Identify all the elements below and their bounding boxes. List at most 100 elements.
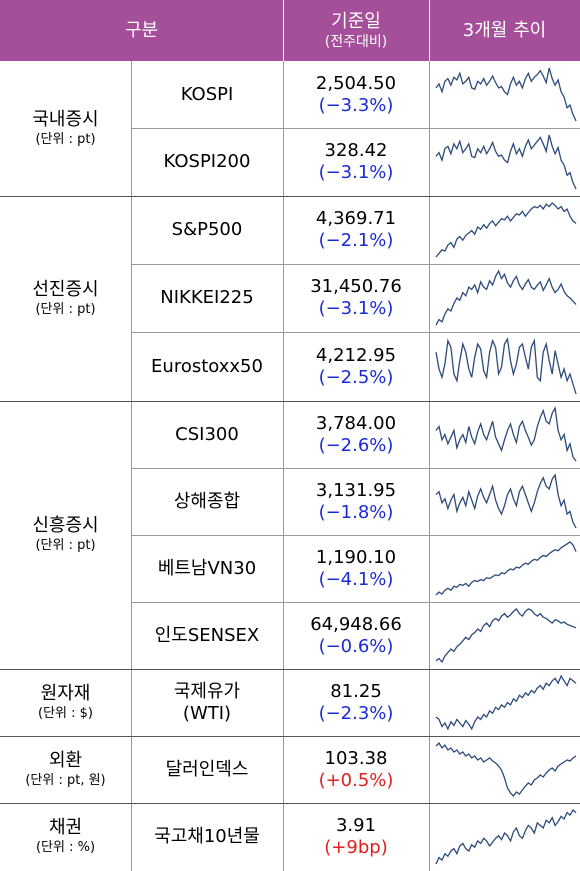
grid-line — [131, 264, 580, 265]
group-unit: (단위 : pt) — [35, 538, 96, 553]
index-change: (−1.8%) — [318, 501, 394, 523]
header-group-label: 구분 — [124, 19, 159, 41]
index-value: 2,504.50 — [315, 72, 397, 94]
grid-line — [131, 332, 580, 333]
index-value: 1,190.10 — [315, 546, 397, 568]
sparkline-path — [435, 337, 577, 395]
index-change: (−3.1%) — [318, 162, 394, 183]
group-title: 국내증시 — [32, 108, 99, 130]
group-developed: 선진증시 (단위 : pt) — [0, 196, 131, 401]
index-value: 81.25 — [330, 680, 382, 702]
sparkline-path — [435, 202, 577, 258]
sparkline-path — [435, 808, 577, 865]
trend-sparkline — [435, 741, 577, 797]
trend-sparkline — [435, 808, 577, 865]
index-name: 인도SENSEX — [154, 624, 260, 646]
group-title: 원자재 — [40, 682, 91, 704]
index-value: 103.38 — [324, 747, 388, 769]
group-divider — [0, 669, 580, 670]
index-name-line: 국제유가 — [173, 680, 241, 702]
index-change: (−3.1%) — [318, 298, 394, 319]
trend-sparkline — [435, 674, 577, 731]
group-divider — [0, 803, 580, 804]
header-value-label: 기준일 — [331, 10, 381, 32]
index-value-cell: 1,190.10 (−4.1%) — [283, 535, 429, 602]
index-value-cell: 31,450.76 (−3.1%) — [283, 264, 429, 332]
group-unit: (단위 : $) — [38, 705, 93, 721]
index-change: (−3.3%) — [318, 94, 394, 116]
index-value: 31,450.76 — [310, 276, 402, 297]
group-divider — [0, 736, 580, 737]
trend-sparkline — [435, 202, 577, 258]
index-name: 국고채10년물 — [154, 826, 260, 847]
trend-sparkline — [435, 608, 577, 664]
group-divider — [0, 196, 580, 197]
group-unit: (단위 : pt) — [35, 301, 96, 317]
trend-sparkline — [435, 269, 577, 326]
index-change: (−2.6%) — [318, 434, 394, 456]
header-value: 기준일 (전주대비) — [283, 0, 429, 61]
index-value-cell: 3.91 (+9bp) — [283, 803, 429, 871]
index-change: (−2.1%) — [318, 230, 394, 251]
index-value-cell: 2,504.50 (−3.3%) — [283, 61, 429, 128]
grid-line — [131, 61, 132, 871]
trend-sparkline — [435, 473, 577, 529]
group-bond: 채권 (단위 : %) — [0, 803, 131, 871]
grid-line — [131, 468, 580, 469]
grid-line — [131, 535, 580, 536]
group-domestic: 국내증시 (단위 : pt) — [0, 61, 131, 196]
index-name: KOSPI — [180, 83, 234, 105]
group-emerging: 신흥증시 (단위 : pt) — [0, 401, 131, 669]
group-unit: (단위 : pt, 원) — [25, 772, 106, 788]
sparkline-path — [435, 269, 577, 326]
trend-sparkline — [435, 67, 577, 122]
group-title: 외환 — [48, 749, 83, 771]
index-name-line: (WTI) — [182, 702, 232, 724]
index-value: 64,948.66 — [310, 613, 402, 635]
index-change: (−2.5%) — [318, 366, 394, 388]
sparkline-path — [435, 541, 577, 596]
index-change: (−2.3%) — [318, 702, 394, 724]
index-change: (−0.6%) — [318, 635, 394, 657]
index-change: (−4.1%) — [318, 568, 394, 590]
index-value-cell: 103.38 (+0.5%) — [283, 736, 429, 803]
trend-sparkline — [435, 541, 577, 596]
index-value: 3,131.95 — [315, 479, 397, 501]
header-value-sub-label: (전주대비) — [324, 33, 388, 50]
grid-line — [429, 61, 430, 871]
index-name: 베트남VN30 — [157, 557, 257, 579]
index-name: 상해종합 — [173, 490, 241, 512]
grid-line — [131, 602, 580, 603]
index-name: 달러인덱스 — [165, 758, 249, 780]
index-value: 3,784.00 — [315, 412, 397, 434]
index-value-cell: 64,948.66 (−0.6%) — [283, 602, 429, 669]
sparkline-path — [435, 67, 577, 122]
header-divider — [429, 0, 430, 61]
group-divider — [0, 401, 580, 402]
sparkline-path — [435, 674, 577, 731]
header-trend: 3개월 추이 — [429, 0, 580, 61]
index-name: KOSPI200 — [163, 151, 251, 172]
index-value-cell: 81.25 (−2.3%) — [283, 669, 429, 736]
header-divider — [283, 0, 284, 61]
sparkline-path — [435, 473, 577, 529]
sparkline-path — [435, 134, 577, 190]
index-value-cell: 328.42 (−3.1%) — [283, 128, 429, 196]
group-unit: (단위 : %) — [35, 840, 96, 855]
index-value: 4,212.95 — [315, 344, 397, 366]
index-value: 3.91 — [335, 815, 377, 836]
sparkline-path — [435, 741, 577, 797]
sparkline-path — [435, 405, 577, 462]
index-name: CSI300 — [175, 423, 239, 445]
group-title: 선진증시 — [32, 278, 99, 300]
header-group: 구분 — [0, 0, 283, 61]
sparkline-path — [435, 608, 577, 664]
trend-sparkline — [435, 134, 577, 190]
index-name: NIKKEI225 — [160, 287, 254, 308]
index-value-cell: 3,131.95 (−1.8%) — [283, 468, 429, 535]
header-trend-label: 3개월 추이 — [462, 19, 547, 41]
index-value: 4,369.71 — [315, 208, 397, 229]
group-commodity: 원자재 (단위 : $) — [0, 669, 131, 736]
index-change: (+0.5%) — [318, 769, 394, 791]
